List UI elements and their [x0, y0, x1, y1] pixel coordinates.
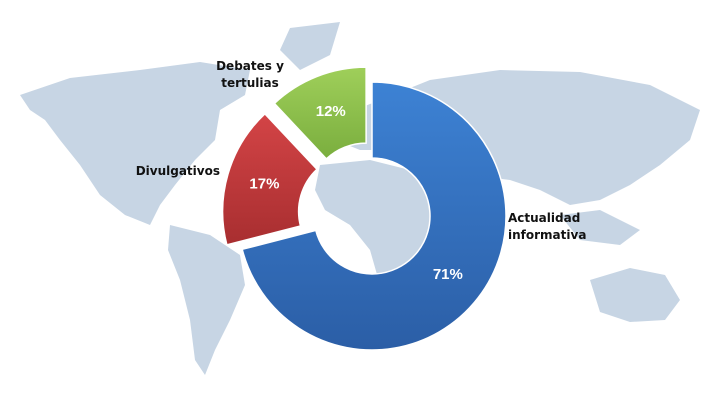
value-label: 12%	[316, 103, 346, 120]
donut-slice	[273, 66, 367, 160]
value-label: 17%	[249, 176, 279, 193]
value-label: 71%	[433, 266, 463, 283]
donut-slice	[221, 112, 318, 246]
category-label: Divulgativos	[135, 164, 220, 178]
category-label: Actualidad informativa	[508, 211, 587, 242]
donut-slice	[241, 81, 507, 351]
donut: 71% 17% 12%	[221, 66, 507, 351]
category-label: Debates y tertulias	[216, 59, 284, 90]
